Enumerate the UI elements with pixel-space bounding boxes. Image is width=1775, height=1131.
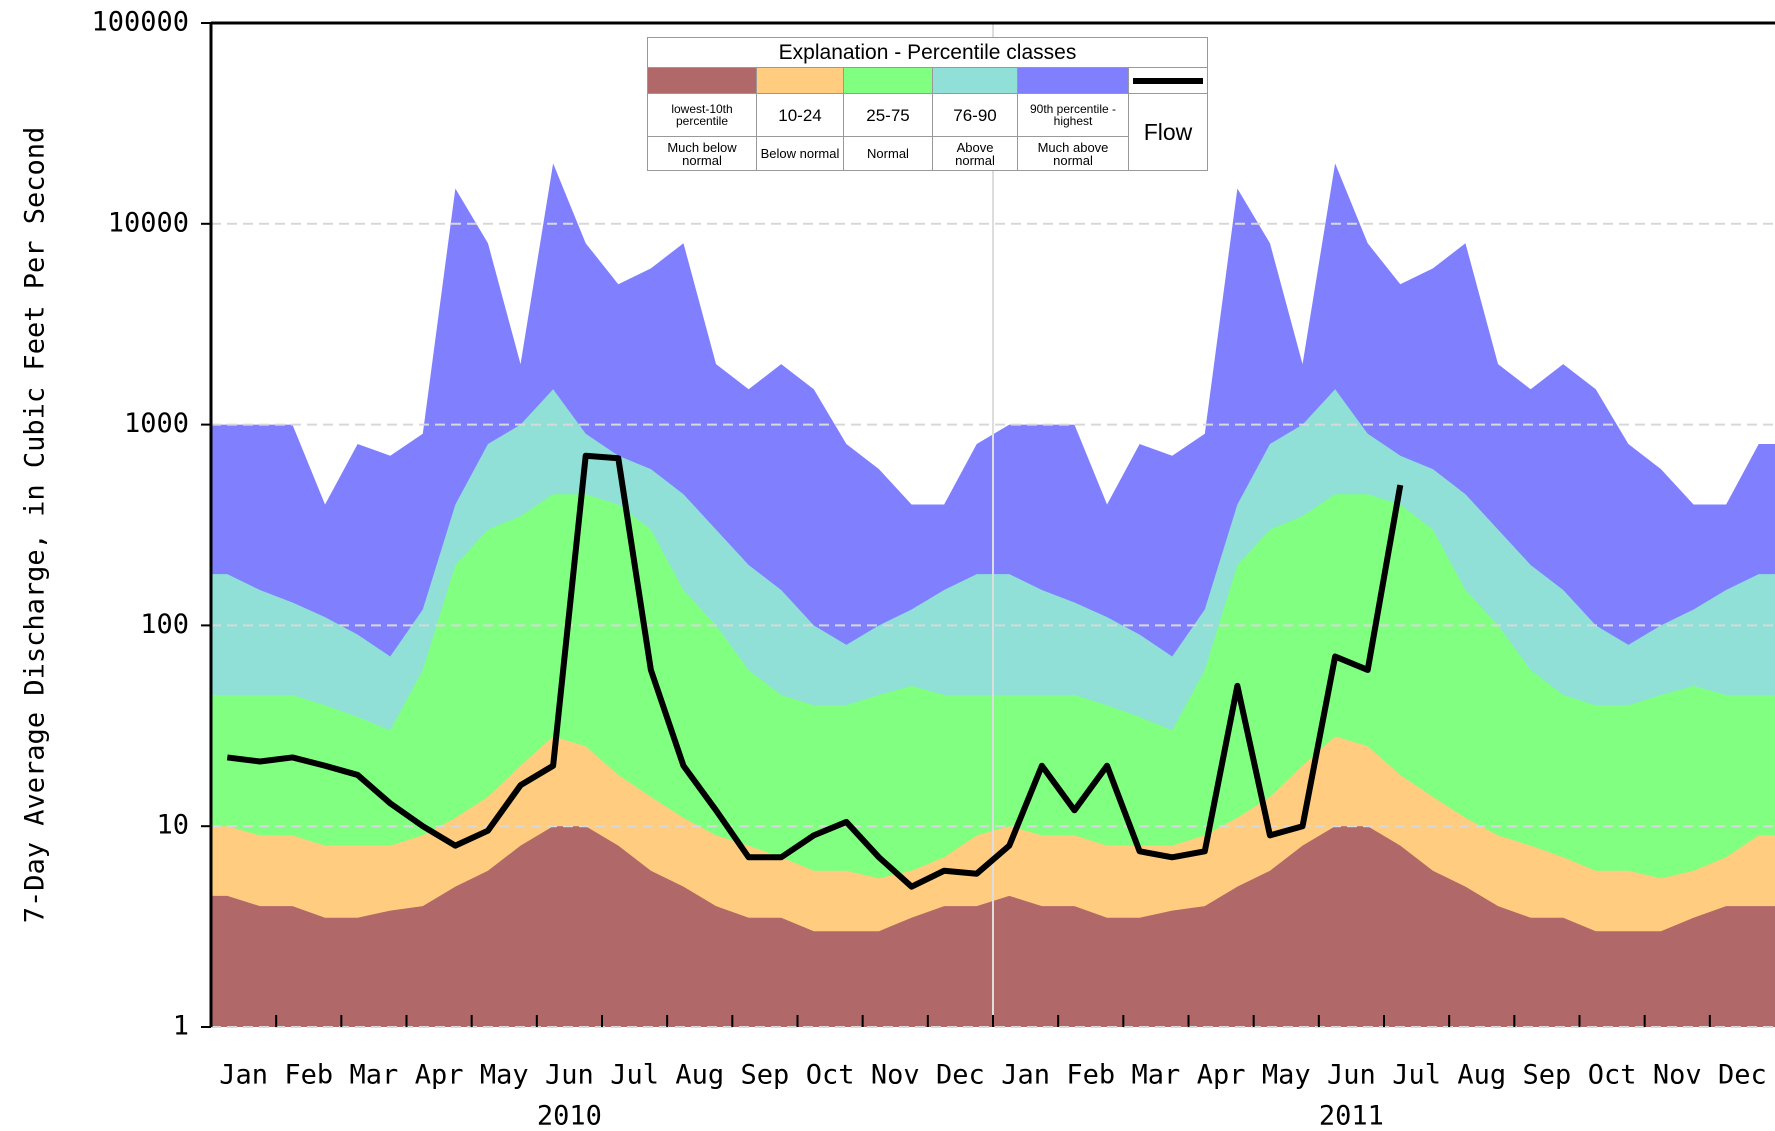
- legend-label: 90th percentile -highest: [1017, 93, 1129, 137]
- x-tick-label: Sep: [1523, 1060, 1572, 1091]
- legend-label: 25-75: [843, 93, 933, 137]
- x-group-label: 2011: [1319, 1101, 1384, 1131]
- x-tick-label: Sep: [741, 1060, 790, 1091]
- y-axis-label: 7-Day Average Discharge, in Cubic Feet P…: [20, 127, 51, 924]
- x-tick-label: Mar: [1132, 1060, 1181, 1091]
- x-tick-label: Jan: [219, 1060, 268, 1091]
- legend-label: Flow: [1128, 93, 1208, 171]
- x-tick-label: Jun: [545, 1060, 594, 1091]
- legend-swatch: [1128, 67, 1208, 94]
- legend-label: lowest-10th percentile: [647, 93, 757, 137]
- legend-description: Normal: [843, 136, 933, 171]
- y-tick-label: 100000: [91, 7, 189, 38]
- x-tick-label: Apr: [1197, 1060, 1246, 1091]
- x-tick-label: Aug: [675, 1060, 724, 1091]
- x-tick-label: Nov: [871, 1060, 920, 1091]
- y-tick-label: 1: [173, 1011, 189, 1042]
- x-tick-label: Apr: [415, 1060, 464, 1091]
- x-tick-label: Dec: [936, 1060, 985, 1091]
- legend-description: Much above normal: [1017, 136, 1129, 171]
- legend-label: 10-24: [756, 93, 844, 137]
- x-tick-label: Mar: [350, 1060, 399, 1091]
- legend-label: 76-90: [932, 93, 1018, 137]
- legend-description: Above normal: [932, 136, 1018, 171]
- legend-line: [1133, 77, 1203, 84]
- x-tick-label: Jul: [610, 1060, 659, 1091]
- x-tick-label: Jun: [1327, 1060, 1376, 1091]
- legend-swatch: [932, 67, 1018, 94]
- x-tick-label: Oct: [1588, 1060, 1637, 1091]
- y-tick-label: 10000: [108, 207, 189, 238]
- x-tick-label: Feb: [1066, 1060, 1115, 1091]
- x-tick-label: Oct: [806, 1060, 855, 1091]
- x-tick-label: Feb: [284, 1060, 333, 1091]
- y-tick-label: 100: [140, 609, 189, 640]
- x-group-label: 2010: [537, 1101, 602, 1131]
- legend-description: Much below normal: [647, 136, 757, 171]
- y-tick-label: 1000: [124, 408, 189, 439]
- x-tick-label: May: [480, 1060, 529, 1091]
- legend-title: Explanation - Percentile classes: [647, 37, 1208, 68]
- x-tick-label: Dec: [1718, 1060, 1767, 1091]
- legend: Explanation - Percentile classes lowest-…: [647, 37, 1208, 171]
- x-tick-label: Nov: [1653, 1060, 1702, 1091]
- x-tick-label: Jul: [1392, 1060, 1441, 1091]
- legend-swatch: [1017, 67, 1129, 94]
- x-tick-label: Aug: [1457, 1060, 1506, 1091]
- y-tick-label: 10: [156, 810, 189, 841]
- legend-description: Below normal: [756, 136, 844, 171]
- legend-swatch: [756, 67, 844, 94]
- x-tick-label: Jan: [1001, 1060, 1050, 1091]
- x-tick-label: May: [1262, 1060, 1311, 1091]
- legend-swatch: [647, 67, 757, 94]
- legend-swatch: [843, 67, 933, 94]
- flow-line: [226, 452, 1404, 890]
